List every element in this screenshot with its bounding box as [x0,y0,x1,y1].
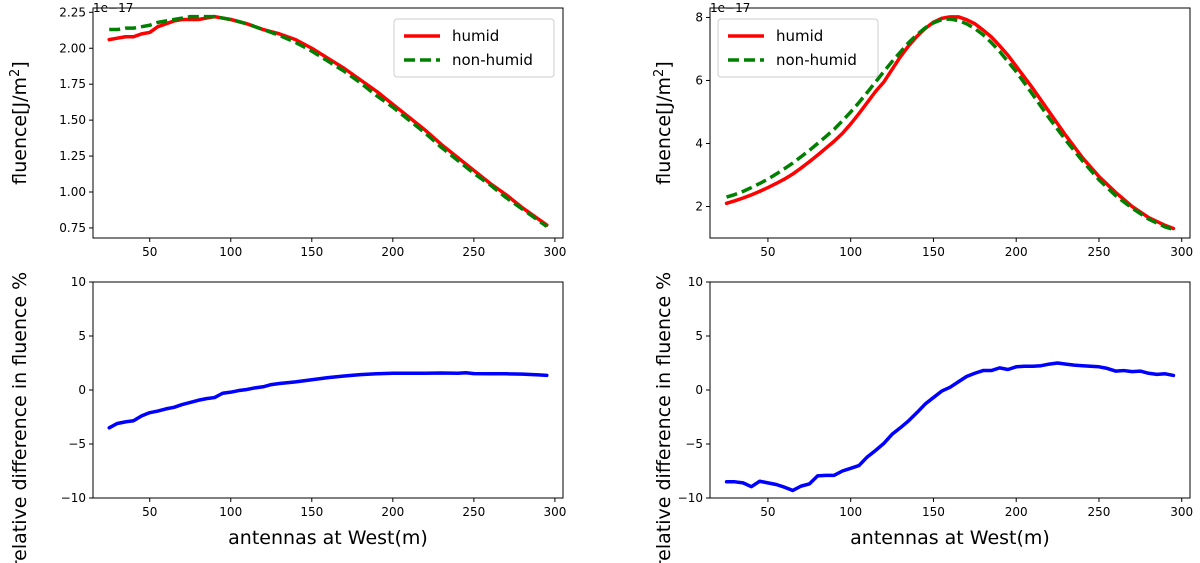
y-tick-label: −5 [68,437,86,451]
y-tick-label: 1.25 [59,149,86,163]
y-tick-label: 2.00 [59,41,86,55]
x-tick-label: 300 [1170,505,1193,519]
chart-panel-2: 50 100 150 200 250 300 2 4 6 8 1e−17 fluence[J/m2] h… [652,1,1193,259]
x-tick-label: 200 [1005,505,1028,519]
x-tick-label: 300 [1170,245,1193,259]
legend-frame [717,18,879,78]
x-tick-label: 50 [142,505,157,519]
x-tick-label: 100 [839,245,862,259]
y-tick-label: 5 [78,329,86,343]
series-line-relative-difference [724,361,1176,493]
legend: humid non-humid [717,18,879,78]
x-tick-label: 250 [1088,245,1111,259]
legend-label-humid: humid [452,27,499,45]
series-line-relative-difference [107,370,549,430]
x-tick-label: 250 [462,245,485,259]
y-tick-label: 0 [78,383,86,397]
axes-frame [709,7,1191,239]
series-line-non-humid [109,14,548,228]
legend-frame [393,18,555,78]
x-axis-label: antennas at West(m) [228,527,428,549]
x-tick-label: 200 [381,505,404,519]
x-tick-label: 150 [922,505,945,519]
x-tick-label: 200 [1005,245,1028,259]
y-tick-label: 6 [695,73,703,87]
x-tick-label: 100 [839,505,862,519]
y-tick-label: −10 [678,491,703,505]
axes-frame [92,281,564,499]
y-tick-label: 1.75 [59,77,86,91]
y-tick-label: 2.25 [59,5,86,19]
chart-panel-1: 50 100 150 200 250 300 0.75 1.00 1.25 1.50 1.75 2.0… [8,1,566,259]
y-axis-label: fluence[J/m2] [8,61,31,185]
y-tick-label: 5 [695,329,703,343]
x-tick-label: 250 [462,505,485,519]
x-tick-label: 200 [381,245,404,259]
y-axis-label: relative difference in fluence % [9,272,31,563]
axis-offset-label: 1e−17 [93,1,133,15]
chart-panel-3: 50 100 150 200 250 300 −10 −5 0 5 10 relative diffe… [9,272,566,563]
x-tick-label: 150 [300,505,323,519]
x-tick-label: 50 [142,245,157,259]
x-tick-label: 50 [760,245,775,259]
y-tick-label: 0 [695,383,703,397]
legend-label-non-humid: non-humid [776,51,857,69]
y-tick-label: 8 [695,10,703,24]
legend-label-humid: humid [776,27,823,45]
y-tick-label: 1.50 [59,113,86,127]
x-tick-label: 300 [543,505,566,519]
axis-offset-label: 1e−17 [710,1,750,15]
chart-panel-4: 50 100 150 200 250 300 −10 −5 0 5 10 relative diffe… [653,272,1193,563]
y-tick-label: 1.00 [59,185,86,199]
y-tick-label: −10 [61,491,86,505]
x-tick-label: 150 [922,245,945,259]
x-axis-label: antennas at West(m) [850,527,1050,549]
legend-label-non-humid: non-humid [452,51,533,69]
axes-frame [92,7,564,239]
x-tick-label: 150 [300,245,323,259]
x-tick-label: 100 [219,505,242,519]
legend: humid non-humid [393,18,555,78]
y-tick-label: 2 [695,199,703,213]
x-tick-label: 100 [219,245,242,259]
y-axis-label: fluence[J/m2] [652,61,675,185]
y-tick-label: 0.75 [59,221,86,235]
axes-frame [709,281,1191,499]
x-tick-label: 300 [543,245,566,259]
y-tick-label: −5 [685,437,703,451]
y-tick-label: 10 [688,275,703,289]
x-tick-label: 50 [760,505,775,519]
y-tick-label: 4 [695,136,703,150]
y-axis-label: relative difference in fluence % [653,272,675,563]
series-line-non-humid [726,17,1174,232]
y-tick-label: 10 [71,275,86,289]
x-tick-label: 250 [1088,505,1111,519]
